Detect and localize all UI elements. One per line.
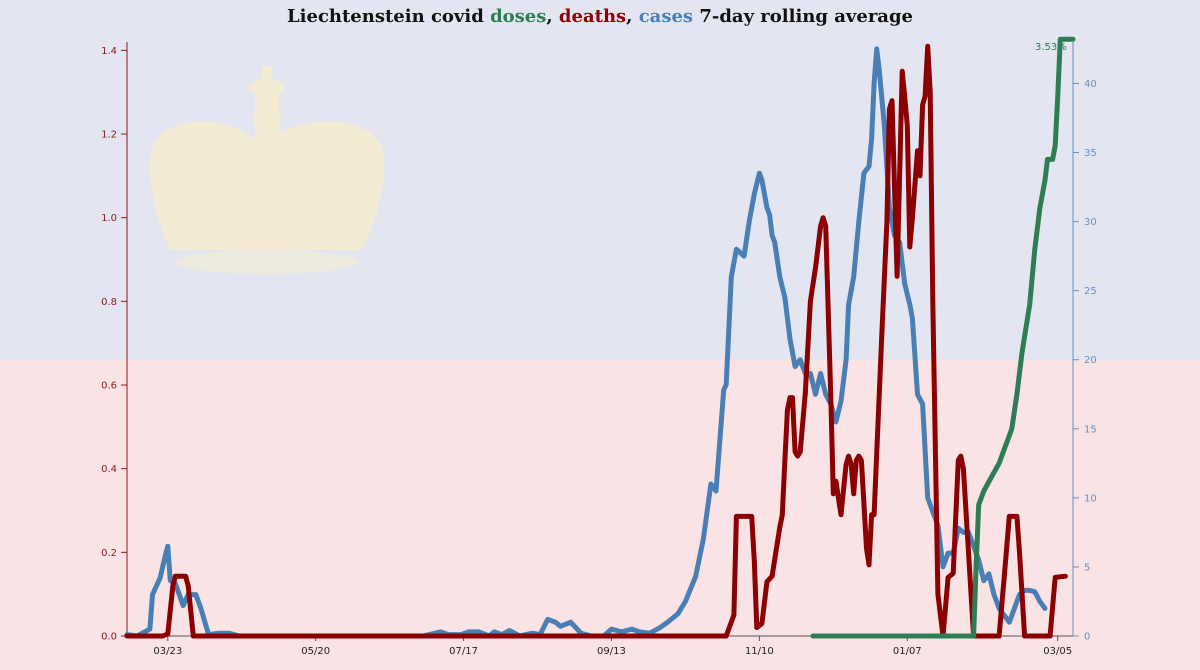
left-tick-label: 0.0 [101,632,117,643]
right-tick-label: 35 [1084,148,1097,159]
axes-group: 0.0 0.2 0.4 0.6 0.8 1.0 1.2 1.4 0 5 10 15 20 25 30 35 4… [101,42,1097,657]
crown-watermark-icon [150,66,385,274]
left-tick-label: 0.8 [101,297,117,308]
x-tick-label: 05/20 [301,646,330,657]
x-tick-label: 01/07 [893,646,922,657]
left-tick-label: 0.2 [101,548,117,559]
x-axis-ticks: 03/23 05/20 07/17 09/13 11/10 01/07 03/05 [153,636,1072,657]
left-tick-label: 1.2 [101,130,117,141]
right-tick-label: 40 [1084,79,1097,90]
left-axis-ticks: 0.0 0.2 0.4 0.6 0.8 1.0 1.2 1.4 [101,46,127,643]
doses-annotation: 3.53% [1035,42,1067,53]
left-tick-label: 1.0 [101,213,117,224]
title-deaths: deaths [558,6,627,27]
left-tick-label: 0.4 [101,464,117,475]
title-doses: doses [490,6,547,27]
right-tick-label: 30 [1084,217,1097,228]
doses-series-line [810,36,1076,639]
title-suffix: 7-day rolling average [693,6,913,27]
right-tick-label: 25 [1084,286,1097,297]
deaths-series-line [124,43,1068,639]
left-tick-label: 1.4 [101,46,117,57]
right-tick-label: 15 [1084,424,1097,435]
x-tick-label: 09/13 [597,646,626,657]
title-prefix: Liechtenstein covid [287,6,491,27]
x-tick-label: 11/10 [745,646,774,657]
title-sep-2: , [626,6,639,27]
x-tick-label: 03/05 [1043,646,1072,657]
x-tick-label: 07/17 [449,646,478,657]
right-axis-ticks: 0 5 10 15 20 25 30 35 40 [1073,79,1097,643]
right-tick-label: 0 [1084,632,1090,643]
right-tick-label: 5 [1084,562,1090,573]
left-tick-label: 0.6 [101,381,117,392]
chart-title: Liechtenstein covid doses, deaths, cases… [0,6,1200,27]
x-tick-label: 03/23 [153,646,182,657]
series-lines [124,36,1076,639]
right-tick-label: 20 [1084,355,1097,366]
title-sep-1: , [546,6,559,27]
title-cases: cases [638,6,694,27]
right-tick-label: 10 [1084,493,1097,504]
